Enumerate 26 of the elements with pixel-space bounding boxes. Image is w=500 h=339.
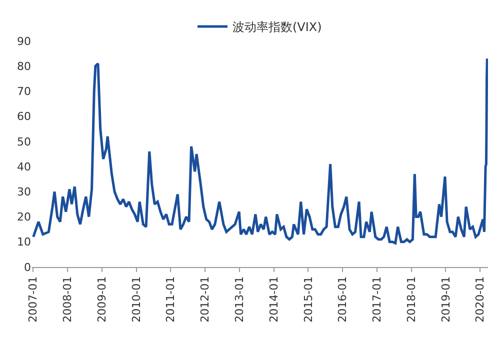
x-tick-label: 2015-01 [302,276,315,322]
y-tick-label: 40 [17,160,31,174]
legend-label: 波动率指数(VIX) [232,20,322,34]
y-tick-label: 90 [17,34,31,48]
y-tick-label: 80 [17,60,31,73]
y-tick-label: 30 [17,186,31,199]
line-series [32,57,488,244]
x-tick-label: 2012-01 [198,276,212,322]
x-tick-label: 2019-01 [439,276,452,322]
x-tick-label: 2008-01 [61,276,74,322]
x-tick-label: 2017-01 [370,276,384,322]
y-tick-label: 50 [17,135,31,148]
x-tick-label: 2007-01 [26,276,40,322]
x-tick-label: 2011-01 [164,276,178,322]
y-tick-label: 20 [17,210,31,224]
x-tick-label: 2016-01 [336,276,350,322]
x-tick-label: 2010-01 [130,276,143,322]
x-tick-label: 2009-01 [96,276,109,322]
x-tick-label: 2020-01 [474,276,487,322]
y-tick-label: 0 [24,260,31,274]
x-tick-label: 2013-01 [233,276,246,322]
x-tick-label: 2018-01 [404,276,418,322]
x-tick-label: 2014-01 [267,276,280,322]
y-tick-label: 70 [17,85,31,98]
y-tick-label: 60 [17,110,31,124]
y-tick-label: 10 [17,236,31,249]
